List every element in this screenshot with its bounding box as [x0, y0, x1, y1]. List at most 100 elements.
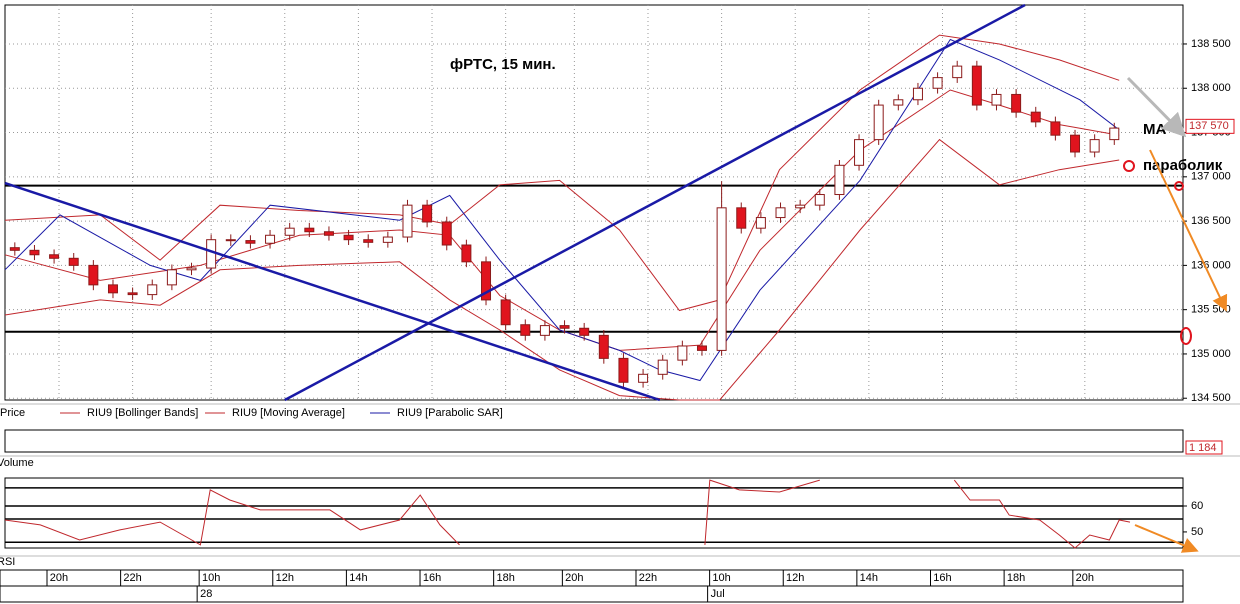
candle-body: [539, 325, 550, 336]
x-tick-label: 22h: [123, 572, 141, 584]
candle-body: [893, 99, 904, 106]
x-tick-label: 20h: [565, 572, 583, 584]
candle-body: [520, 324, 531, 336]
x-tick-label: 14h: [349, 572, 367, 584]
arrow: [1149, 149, 1228, 312]
candle-body: [638, 373, 649, 383]
candle-body: [9, 247, 20, 251]
candle-body: [166, 269, 177, 286]
y-tick-label: 137 000: [1191, 171, 1231, 183]
annotation: параболик: [1143, 157, 1223, 174]
candle-body: [186, 267, 197, 271]
rsi-line: [4, 479, 1131, 549]
candle-body: [225, 239, 236, 242]
candle-body: [834, 164, 845, 196]
y-tick-label: 136 500: [1191, 215, 1231, 227]
candle-body: [343, 234, 354, 241]
bollinger-lower: [4, 138, 1120, 401]
candle-body: [912, 87, 923, 101]
marker-circle: [1180, 327, 1192, 345]
y-tick-label: 138 000: [1191, 82, 1231, 94]
candle-body: [1109, 127, 1120, 141]
candle-body: [1011, 93, 1022, 113]
y-tick-label: 138 500: [1191, 38, 1231, 50]
candle-body: [245, 240, 256, 244]
panel-label: RSI: [0, 556, 15, 568]
candle-body: [147, 284, 158, 296]
candle-body: [677, 345, 688, 361]
candle-body: [971, 65, 982, 106]
trend-line: [4, 181, 661, 402]
candle-body: [29, 249, 40, 256]
candle-body: [500, 299, 511, 326]
x-tick-label: 16h: [423, 572, 441, 584]
candle-body: [265, 234, 276, 244]
x-tick-label: 20h: [50, 572, 68, 584]
candle-body: [755, 217, 766, 229]
candle-body: [814, 194, 825, 206]
x-tick-label: Jul: [711, 588, 725, 600]
candle-body: [1070, 134, 1081, 153]
candle-body: [932, 77, 943, 89]
arrow: [1134, 524, 1199, 553]
candle-body: [736, 207, 747, 229]
y-tick-label: 134 500: [1191, 392, 1231, 404]
rsi-panel: [4, 477, 1184, 549]
candle-body: [1030, 111, 1041, 123]
y-tick-label: 136 000: [1191, 259, 1231, 271]
x-tick-label: 10h: [202, 572, 220, 584]
y-tick-label: 135 000: [1191, 348, 1231, 360]
candle-body: [441, 221, 452, 246]
candle-body: [422, 204, 433, 223]
candle-body: [854, 139, 865, 166]
candle-body: [952, 65, 963, 79]
candle-body: [775, 207, 786, 219]
legend-label: RIU9 [Bollinger Bands]: [87, 407, 198, 419]
candle-body: [1050, 121, 1061, 136]
candle-body: [481, 261, 492, 301]
x-tick-label: 10h: [712, 572, 730, 584]
candle-body: [363, 239, 374, 243]
volume-tag-label: 1 184: [1189, 442, 1217, 454]
x-tick-label: 12h: [276, 572, 294, 584]
chart-title: фРТС, 15 мин.: [450, 56, 556, 73]
indicator-line: [4, 89, 1120, 351]
volume-tag: [1185, 440, 1223, 455]
marker-circle: [1174, 181, 1184, 191]
candle-body: [88, 264, 99, 286]
x-tick-label: 16h: [933, 572, 951, 584]
candle-body: [991, 93, 1002, 106]
candle-body: [873, 104, 884, 141]
legend-label: RIU9 [Moving Average]: [232, 407, 345, 419]
candle-body: [716, 207, 727, 351]
marker-circle: [1123, 160, 1135, 172]
x-tick-label: 28: [200, 588, 212, 600]
x-tick-label: 18h: [1007, 572, 1025, 584]
x-tick-label: 12h: [786, 572, 804, 584]
candle-body: [49, 254, 60, 259]
candle-body: [696, 345, 707, 351]
candle-body: [559, 325, 570, 329]
candle-body: [598, 334, 609, 359]
candle-body: [461, 244, 472, 263]
volume-panel: [4, 429, 1184, 453]
candle-body: [127, 292, 138, 296]
legend-label: RIU9 [Parabolic SAR]: [397, 407, 503, 419]
candle-body: [284, 227, 295, 236]
annotation: МА: [1143, 121, 1166, 138]
arrow: [1126, 76, 1187, 138]
x-tick-label: 22h: [639, 572, 657, 584]
y-tick-label: 60: [1191, 500, 1203, 512]
candle-body: [618, 357, 629, 383]
candle-body: [107, 284, 118, 294]
price-panel: [4, 4, 1184, 401]
bollinger-upper: [4, 34, 1120, 312]
indicator-line: [4, 38, 1120, 382]
price-tag-label: 137 570: [1189, 120, 1229, 132]
candle-body: [657, 359, 668, 375]
panel-label: Volume: [0, 457, 34, 469]
candle-body: [1089, 139, 1100, 153]
candle-body: [206, 239, 217, 269]
